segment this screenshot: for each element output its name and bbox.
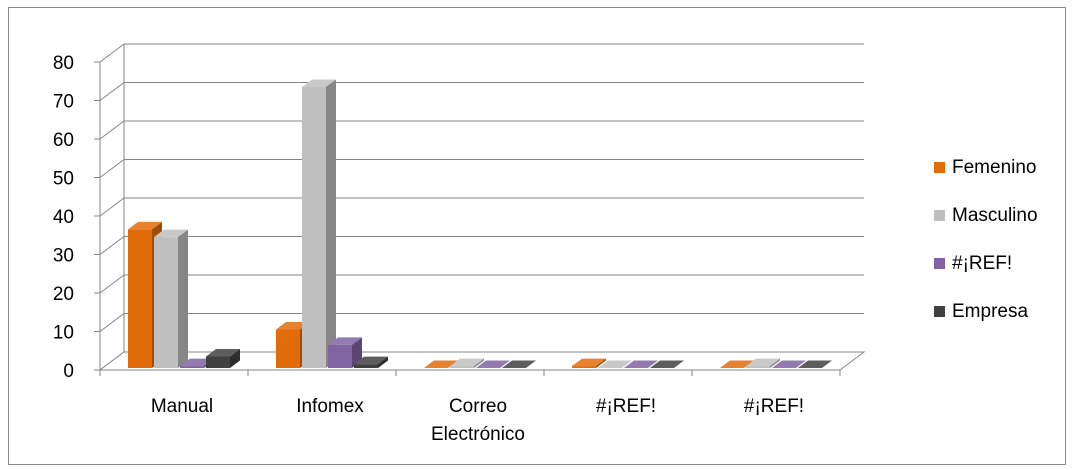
- bar-top: [354, 356, 388, 365]
- bar-front: [154, 237, 178, 368]
- bar-side: [596, 358, 606, 368]
- bar-top: [476, 360, 510, 368]
- x-tick-label: Electrónico: [431, 424, 525, 445]
- bar-side: [770, 358, 780, 368]
- bar-side: [326, 79, 336, 368]
- bar-top: [502, 360, 536, 368]
- bar-top: [772, 360, 806, 368]
- bar-top: [424, 360, 458, 368]
- bar: [772, 360, 806, 368]
- bars: [128, 79, 832, 368]
- bar-top: [450, 358, 484, 367]
- legend-swatch: [934, 306, 945, 317]
- bar-top: [598, 360, 632, 368]
- legend-label: Masculino: [952, 205, 1038, 226]
- gridline-side: [99, 236, 125, 255]
- bar-front: [354, 364, 378, 368]
- bar: [450, 358, 484, 368]
- bar-side: [178, 229, 188, 368]
- bar-front: [276, 329, 300, 368]
- bar: [650, 360, 684, 368]
- bar: [424, 360, 458, 368]
- bar: [598, 360, 632, 368]
- bar-front: [180, 366, 204, 368]
- y-tick-label: 20: [53, 284, 74, 305]
- bar-top: [624, 360, 658, 368]
- bar-top: [180, 358, 214, 367]
- bar-top: [276, 322, 310, 330]
- bar-front: [746, 366, 770, 368]
- legend-swatch: [934, 210, 945, 221]
- x-tick-label: #¡REF!: [744, 396, 804, 417]
- bar: [798, 360, 832, 368]
- bar-side: [474, 358, 484, 368]
- y-tick-labels: 0 10 20 30 40 50 60 70 80: [53, 53, 74, 382]
- bar-front: [302, 86, 326, 368]
- y-tick-label: 70: [53, 92, 74, 113]
- bar: [624, 360, 658, 368]
- bar-front: [328, 344, 352, 368]
- bar-top: [650, 360, 684, 368]
- legend-swatch: [934, 162, 945, 173]
- bar-top: [128, 221, 162, 230]
- x-tick-label: Correo: [449, 396, 507, 417]
- gridline-side: [99, 43, 125, 63]
- gridline-side: [99, 197, 125, 217]
- y-tick-label: 10: [53, 323, 74, 344]
- bar-top: [206, 348, 240, 357]
- x-tick-label: Manual: [151, 396, 213, 417]
- bar: [572, 358, 606, 368]
- bar: [354, 356, 388, 368]
- bar: [502, 360, 536, 368]
- bar-top: [154, 229, 188, 238]
- bar: [746, 358, 780, 368]
- y-tick-label: 50: [53, 169, 74, 190]
- bar: [476, 360, 510, 368]
- legend-swatch: [934, 258, 945, 269]
- bar: [154, 229, 188, 368]
- gridline-side: [99, 120, 125, 140]
- bar-top: [798, 360, 832, 368]
- bar: [328, 337, 362, 368]
- y-tick-label: 0: [63, 361, 74, 382]
- gridline-side: [99, 159, 125, 178]
- y-tick-label: 40: [53, 207, 74, 228]
- bar-front: [572, 366, 596, 368]
- y-tick-label: 60: [53, 130, 74, 151]
- legend: Femenino Masculino #¡REF! Empresa: [934, 157, 1038, 322]
- bar: [302, 79, 336, 368]
- bar: [206, 348, 240, 368]
- legend-label: Empresa: [952, 301, 1028, 322]
- x-tick-label: #¡REF!: [596, 396, 656, 417]
- bar-front: [450, 366, 474, 368]
- bar: [720, 360, 754, 368]
- bar-top: [746, 358, 780, 367]
- bar-front: [128, 229, 152, 368]
- legend-label: Femenino: [952, 157, 1037, 178]
- bar-top: [328, 337, 362, 345]
- y-tick-label: 80: [53, 53, 74, 74]
- bar-top: [572, 358, 606, 367]
- bar-side: [378, 356, 388, 368]
- x-tick-labels: Manual Infomex Correo Electrónico #¡REF! #¡RE…: [151, 396, 804, 445]
- legend-label: #¡REF!: [952, 253, 1012, 274]
- bar-side: [230, 348, 240, 368]
- axes: [94, 44, 866, 376]
- bar-top: [720, 360, 754, 368]
- gridline-side: [99, 313, 125, 332]
- gridlines: [99, 43, 864, 371]
- bar-front: [206, 356, 230, 368]
- y-tick-label: 30: [53, 246, 74, 267]
- x-tick-label: Infomex: [296, 396, 364, 417]
- gridline-side: [99, 82, 125, 101]
- gridline-side: [99, 274, 125, 294]
- bar-top: [302, 79, 336, 87]
